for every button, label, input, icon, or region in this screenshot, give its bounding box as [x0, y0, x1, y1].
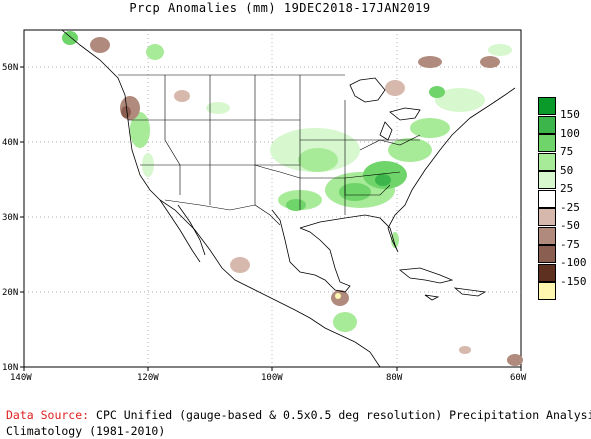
legend-label: 100 [560, 126, 580, 140]
footer: Data Source: CPC Unified (gauge-based & … [6, 407, 591, 439]
dry-patch [385, 80, 405, 96]
dry-patch [121, 106, 131, 118]
lat-tick-label: 50N [2, 63, 18, 73]
dry-patch [418, 56, 442, 68]
lat-tick-label: 40N [2, 138, 18, 148]
legend-label: 150 [560, 108, 580, 121]
wet-patch [375, 174, 391, 186]
lat-tick-label: 30N [2, 213, 18, 223]
lat-tick-label: 20N [2, 288, 18, 298]
dry-patch [459, 346, 471, 354]
wet-patch [298, 148, 338, 172]
legend-label: -150 [560, 274, 587, 288]
graticule [24, 30, 521, 367]
wet-patch [410, 118, 450, 138]
wet-patch [146, 44, 164, 60]
legend-label: 50 [560, 163, 574, 177]
legend-swatch [538, 134, 556, 152]
wet-patch [286, 199, 306, 211]
legend-swatch [538, 208, 556, 226]
data-source-line: Data Source: CPC Unified (gauge-based & … [6, 407, 591, 423]
data-source-text: CPC Unified (gauge-based & 0.5x0.5 deg r… [89, 408, 591, 422]
coastlines [61, 29, 516, 368]
wet-patch [333, 312, 357, 332]
wet-patch [435, 88, 485, 112]
wet-patch [388, 138, 432, 162]
lon-tick-label: 120W [137, 373, 159, 383]
legend-swatch [538, 226, 556, 245]
lon-tick-label: 80W [386, 373, 403, 383]
lon-tick-label: 140W [10, 373, 32, 383]
legend-swatch [538, 245, 556, 263]
political-borders [118, 74, 421, 226]
legend-label: -100 [560, 256, 587, 269]
wet-patch [130, 112, 150, 148]
wet-patch [339, 183, 371, 201]
legend-swatch [538, 152, 556, 171]
legend-swatch [538, 97, 556, 115]
legend-label: -75 [560, 237, 580, 251]
legend-swatch [538, 171, 556, 189]
legend-label: 25 [560, 182, 574, 195]
dry-patch [174, 90, 190, 102]
anomaly-patches [62, 31, 523, 366]
dry-patch [230, 257, 250, 273]
legend-swatch [538, 282, 556, 300]
dry-patch [335, 293, 341, 299]
legend-label: 75 [560, 145, 574, 158]
legend-swatch [538, 263, 556, 282]
axis-ticks [20, 66, 522, 371]
dry-patch [507, 354, 523, 366]
lon-tick-label: 100W [261, 373, 283, 383]
dry-patch [480, 56, 500, 68]
lat-tick-label: 10N [2, 363, 18, 373]
wet-patch [429, 86, 445, 98]
wet-patch [391, 232, 399, 248]
dry-patch [90, 37, 110, 53]
legend-label: -25 [560, 200, 580, 214]
legend-swatch [538, 115, 556, 134]
data-source-label: Data Source: [6, 408, 90, 422]
climatology-line: Climatology (1981-2010) [6, 424, 166, 438]
map-title: Prcp Anomalies (mm) 19DEC2018-17JAN2019 [129, 1, 431, 15]
wet-patch [206, 102, 230, 114]
map-frame [23, 29, 522, 368]
legend-label: -50 [560, 219, 580, 232]
lon-tick-label: 60W [510, 373, 527, 383]
wet-patch [488, 44, 512, 56]
wet-patch [62, 31, 78, 45]
legend-swatch [538, 189, 556, 208]
